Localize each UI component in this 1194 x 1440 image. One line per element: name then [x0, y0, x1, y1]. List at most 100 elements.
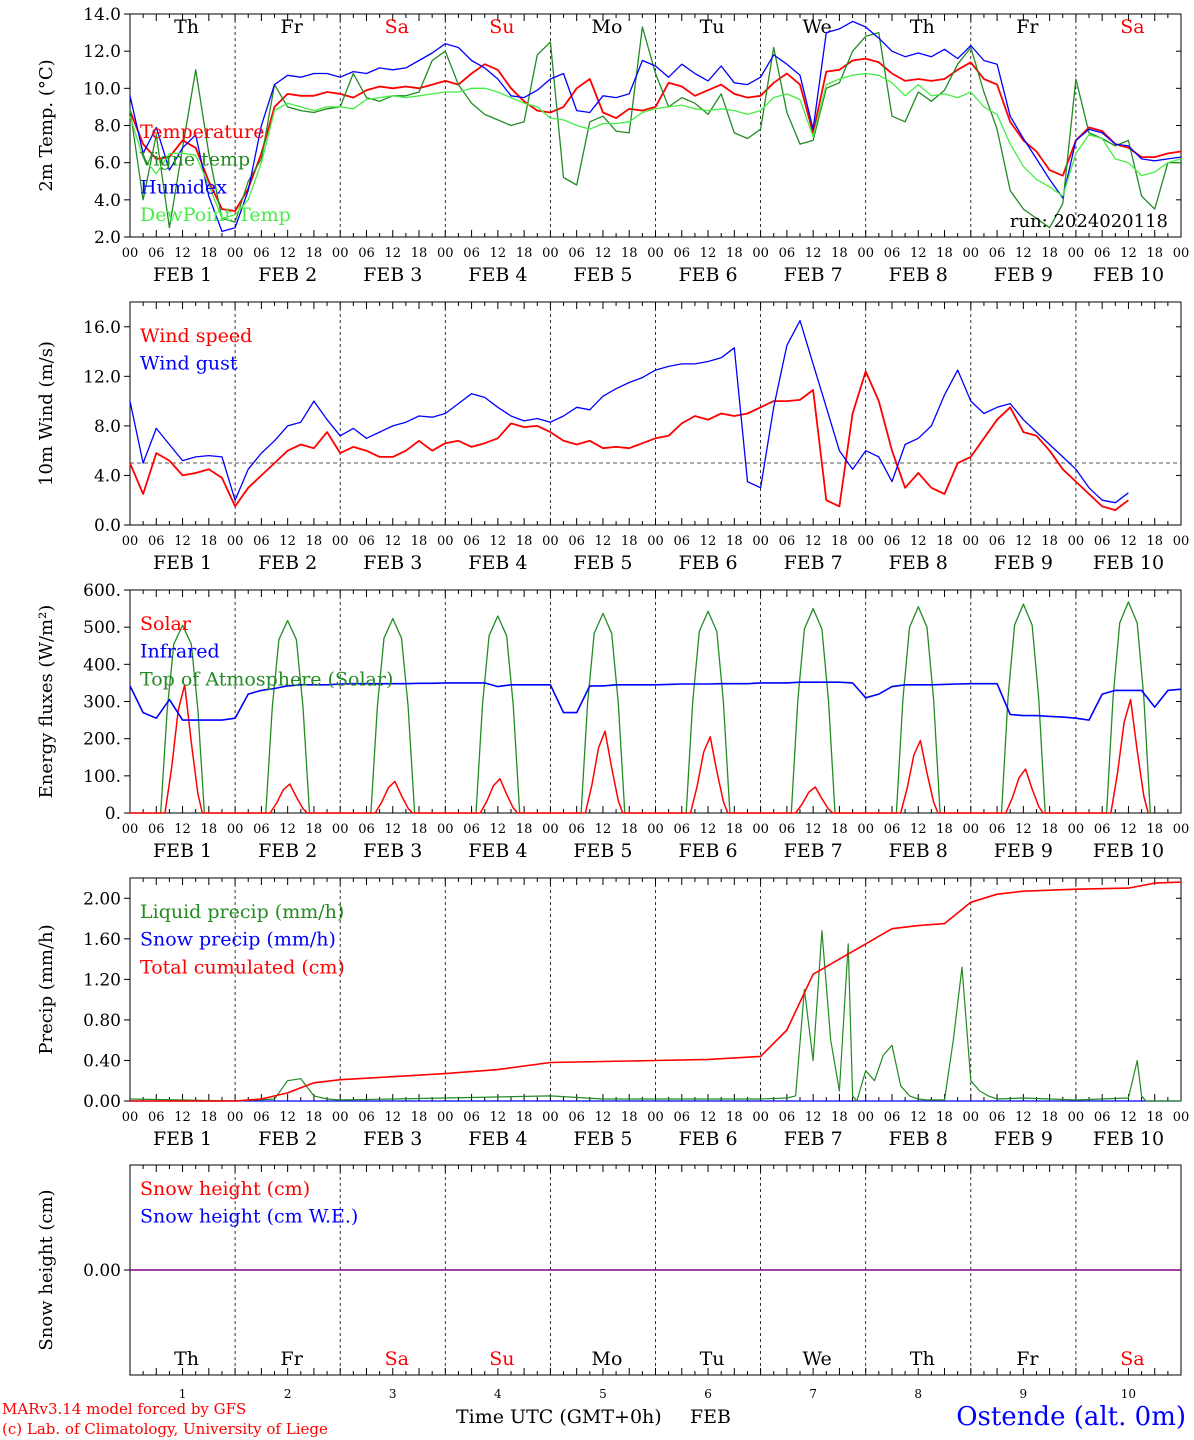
- hour-label: 12: [700, 246, 717, 261]
- hour-label: 18: [1146, 246, 1163, 261]
- hour-label: 06: [1094, 822, 1111, 837]
- hour-label: 12: [595, 1110, 612, 1125]
- hour-label: 06: [463, 822, 480, 837]
- hour-label: 06: [568, 246, 585, 261]
- date-label: FEB 5: [573, 552, 632, 574]
- hour-label: 18: [201, 534, 218, 549]
- date-label: FEB 6: [678, 552, 737, 574]
- panel-frame: [129, 301, 1182, 526]
- y-tick-label: 0.00: [83, 1092, 121, 1112]
- hour-label: 00: [752, 246, 769, 261]
- y-tick-label: 2.00: [83, 889, 121, 909]
- date-label: FEB 4: [468, 264, 527, 286]
- hour-label: 12: [1015, 534, 1032, 549]
- wind-speed-line: [129, 370, 1129, 512]
- y-tick-label: 0.0: [94, 516, 121, 536]
- hour-label: 00: [1068, 822, 1085, 837]
- hour-label: 12: [384, 822, 401, 837]
- hour-label: 00: [122, 534, 139, 549]
- hour-label: 18: [936, 822, 953, 837]
- date-label: FEB 1: [153, 840, 212, 862]
- date-label: FEB 3: [363, 1128, 422, 1150]
- hour-label: 06: [884, 246, 901, 261]
- day-of-week-label: Tu: [700, 16, 725, 38]
- day-number-label: 2: [284, 1387, 292, 1401]
- day-of-week-label: Su: [489, 1348, 514, 1370]
- hour-label: 12: [490, 822, 507, 837]
- hour-label: 12: [174, 822, 191, 837]
- legend-snow-precip-mm-h: Snow precip (mm/h): [140, 929, 336, 951]
- legend-humidex: Humidex: [140, 176, 227, 198]
- hour-label: 06: [674, 534, 691, 549]
- hour-label: 00: [752, 1110, 769, 1125]
- y-tick-label: 200.: [83, 730, 121, 750]
- hour-label: 06: [253, 246, 270, 261]
- hour-label: 18: [411, 246, 428, 261]
- hour-label: 06: [1094, 246, 1111, 261]
- hour-label: 12: [595, 246, 612, 261]
- panel-frame: [129, 589, 1182, 814]
- hour-label: 12: [279, 822, 296, 837]
- hour-label: 00: [857, 246, 874, 261]
- hour-label: 12: [1015, 1110, 1032, 1125]
- hour-label: 00: [1173, 246, 1190, 261]
- date-label: FEB 7: [784, 264, 843, 286]
- top-of-atmosphere-solar-line: [130, 601, 1151, 814]
- hour-label: 12: [279, 534, 296, 549]
- hour-label: 18: [936, 534, 953, 549]
- hour-label: 12: [384, 534, 401, 549]
- date-label: FEB 7: [784, 552, 843, 574]
- day-of-week-label: Sa: [1120, 16, 1144, 38]
- hour-label: 18: [936, 1110, 953, 1125]
- hour-label: 18: [831, 1110, 848, 1125]
- hour-label: 00: [542, 822, 559, 837]
- hour-label: 06: [358, 534, 375, 549]
- hour-label: 00: [752, 822, 769, 837]
- hour-label: 00: [963, 822, 980, 837]
- hour-label: 00: [647, 246, 664, 261]
- hour-label: 18: [516, 822, 533, 837]
- hour-label: 18: [621, 1110, 638, 1125]
- y-tick-label: 10.0: [83, 79, 121, 99]
- legend-infrared: Infrared: [140, 641, 220, 663]
- y-tick-label: 1.60: [83, 930, 121, 950]
- hour-label: 12: [805, 246, 822, 261]
- day-of-week-label: We: [803, 1348, 832, 1370]
- day-of-week-label: Su: [489, 16, 514, 38]
- day-of-week-label: Fr: [1016, 16, 1039, 38]
- hour-label: 12: [490, 534, 507, 549]
- day-of-week-label: Th: [174, 1348, 199, 1370]
- hour-label: 18: [306, 1110, 323, 1125]
- date-label: FEB 9: [994, 264, 1053, 286]
- day-of-week-label: Sa: [385, 16, 409, 38]
- date-label: FEB 9: [994, 840, 1053, 862]
- y-tick-label: 8.0: [94, 117, 121, 137]
- hour-label: 06: [253, 534, 270, 549]
- hour-label: 06: [674, 1110, 691, 1125]
- hour-label: 00: [752, 534, 769, 549]
- hour-label: 18: [1041, 1110, 1058, 1125]
- hour-label: 00: [122, 822, 139, 837]
- hour-label: 06: [989, 246, 1006, 261]
- hour-label: 18: [1146, 822, 1163, 837]
- hour-label: 18: [201, 822, 218, 837]
- hour-label: 00: [542, 1110, 559, 1125]
- date-label: FEB 6: [678, 264, 737, 286]
- legend-top-of-atmosphere-solar: Top of Atmosphere (Solar): [140, 668, 393, 690]
- date-label: FEB 7: [784, 1128, 843, 1150]
- hour-label: 00: [437, 1110, 454, 1125]
- hour-label: 06: [253, 1110, 270, 1125]
- hour-label: 12: [1120, 246, 1137, 261]
- hour-label: 00: [647, 1110, 664, 1125]
- day-number-label: 3: [389, 1387, 397, 1401]
- hour-label: 00: [122, 1110, 139, 1125]
- day-number-label: 4: [494, 1387, 502, 1401]
- hour-label: 06: [989, 822, 1006, 837]
- hour-label: 06: [779, 534, 796, 549]
- footer-model-credit: MARv3.14 model forced by GFS: [2, 1400, 247, 1418]
- day-of-week-label: Tu: [700, 1348, 725, 1370]
- hour-label: 18: [201, 1110, 218, 1125]
- hour-label: 06: [674, 822, 691, 837]
- hour-label: 18: [516, 246, 533, 261]
- hour-label: 18: [306, 822, 323, 837]
